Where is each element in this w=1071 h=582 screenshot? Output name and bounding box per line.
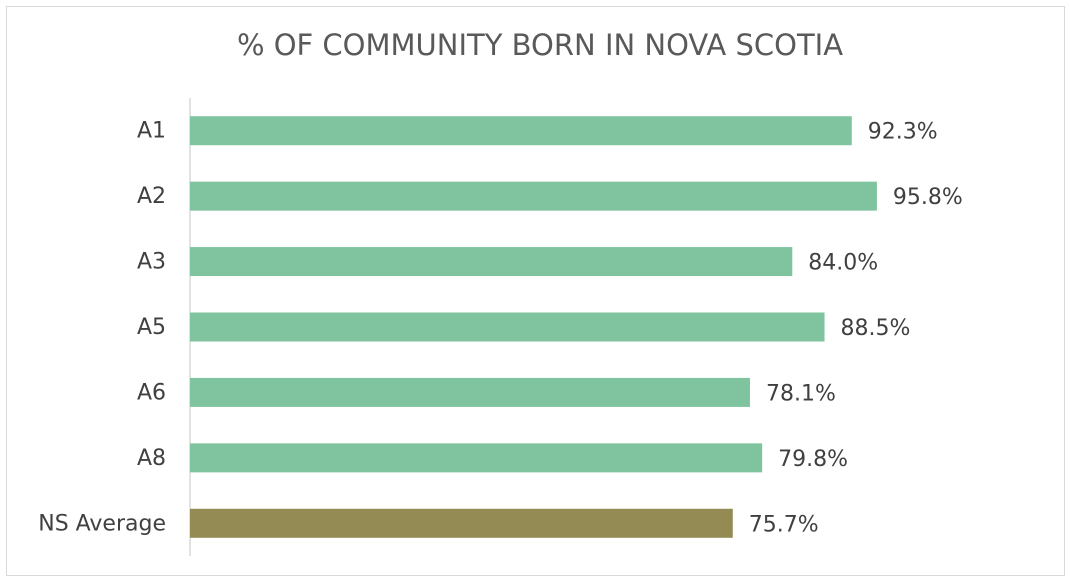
value-label: 84.0% [808,251,878,276]
category-label: NS Average [38,511,166,536]
value-label: 95.8% [893,185,963,210]
chart-title: % OF COMMUNITY BORN IN NOVA SCOTIA [237,28,843,62]
bar [190,247,793,277]
bar [190,443,763,473]
category-label: A3 [137,250,166,275]
category-label: A6 [137,380,166,405]
bar [190,181,877,211]
value-label: 78.1% [766,381,836,406]
bar [190,116,852,146]
bar [190,312,825,342]
category-label: A1 [137,119,166,144]
chart-border [6,6,1065,576]
bar [190,377,750,407]
bar [190,508,733,538]
value-label: 88.5% [841,316,911,341]
category-label: A5 [137,315,166,340]
value-label: 75.7% [749,512,819,537]
value-label: 79.8% [778,447,848,472]
category-label: A2 [137,184,166,209]
value-label: 92.3% [868,120,938,145]
category-label: A8 [137,446,166,471]
